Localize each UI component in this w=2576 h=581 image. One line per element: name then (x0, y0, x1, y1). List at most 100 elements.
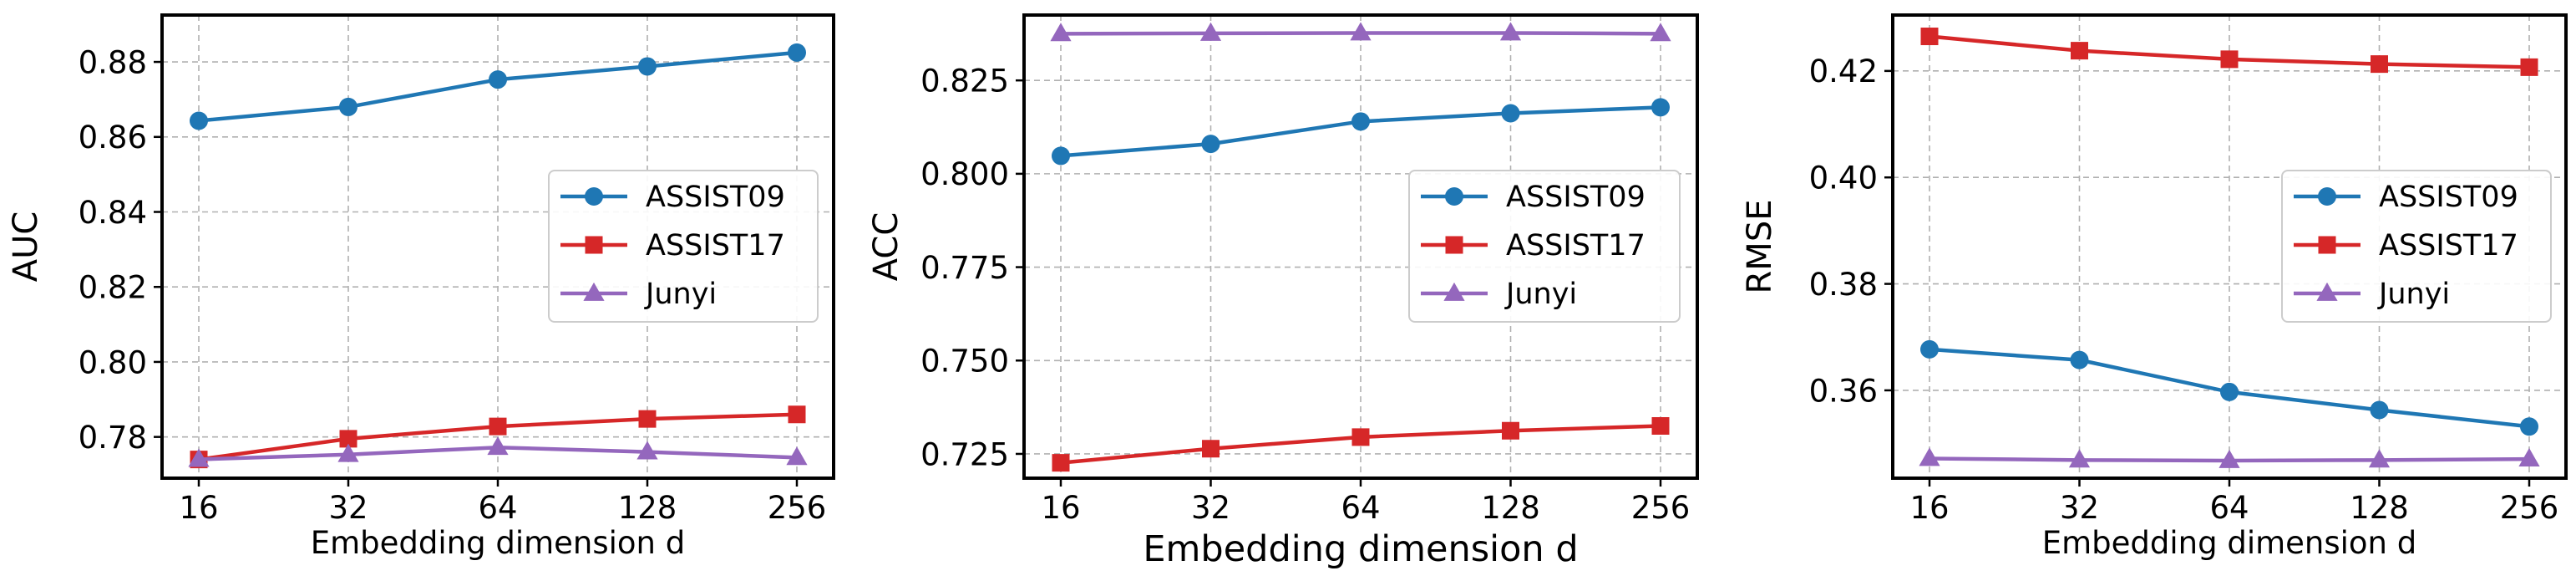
data-point-assist09 (2070, 350, 2089, 369)
legend-marker-assist09 (1445, 187, 1463, 206)
legend-label-assist09: ASSIST09 (646, 181, 785, 214)
data-point-junyi (2068, 449, 2091, 468)
y-tick-label: 0.84 (79, 195, 147, 231)
data-point-assist09 (489, 70, 507, 89)
legend-label-assist09: ASSIST09 (1506, 181, 1645, 214)
data-point-assist17 (2220, 50, 2239, 69)
data-point-assist17 (1502, 421, 1519, 440)
y-tick-label: 0.40 (1809, 161, 1878, 196)
legend-label-assist09: ASSIST09 (2379, 181, 2518, 214)
data-point-assist17 (339, 430, 357, 448)
data-point-junyi (1919, 447, 1940, 466)
x-axis-label: Embedding dimension d (311, 525, 686, 561)
legend-marker-junyi (1443, 282, 1465, 301)
data-point-assist17 (1202, 440, 1220, 458)
data-point-assist09 (638, 57, 657, 76)
panel-rmse: 0.36 0.38 0.40 0.42 16 32 64 128 256 Embedding di… (1741, 13, 2568, 561)
y-tick-label: 0.775 (920, 250, 1009, 286)
legend-label-assist17: ASSIST17 (1506, 229, 1645, 262)
data-point-junyi (188, 448, 210, 467)
data-point-assist09 (2220, 382, 2239, 401)
y-axis-label: ACC (867, 212, 905, 282)
data-point-assist17 (1052, 454, 1070, 472)
data-point-assist17 (788, 405, 806, 424)
y-tick-label: 0.82 (79, 270, 147, 306)
y-tick-label: 0.750 (920, 344, 1009, 380)
data-point-assist09 (1651, 98, 1670, 117)
plot-frame (1891, 13, 2568, 480)
data-point-junyi (337, 443, 359, 462)
x-axis-label: Embedding dimension d (1143, 528, 1578, 570)
data-point-assist09 (788, 43, 806, 62)
data-point-junyi (1350, 22, 1372, 41)
y-tick-label: 0.88 (79, 44, 147, 80)
y-tick-label: 0.725 (920, 436, 1009, 472)
data-point-assist09 (2520, 417, 2538, 436)
data-point-assist17 (2520, 58, 2538, 76)
x-tick-label: 16 (1909, 490, 1949, 526)
data-point-junyi (2368, 449, 2391, 468)
y-tick-label: 0.78 (79, 420, 147, 456)
data-point-assist09 (2370, 400, 2389, 420)
data-point-junyi (1050, 23, 1072, 42)
plot-frame (1022, 13, 1699, 480)
data-point-junyi (786, 446, 808, 466)
legend-marker-assist09 (2318, 187, 2336, 206)
panel-auc: 0.78 0.80 0.82 0.84 0.86 0.88 16 32 64 128 256 Embe… (7, 13, 835, 561)
x-tick-label: 32 (1191, 490, 1230, 526)
x-tick-label: 256 (2500, 490, 2559, 526)
data-point-junyi (487, 436, 509, 456)
legend: ASSIST09 ASSIST17 Junyi (1408, 170, 1681, 323)
legend-label-junyi: Junyi (1504, 278, 1577, 311)
x-tick-label: 32 (328, 490, 368, 526)
data-point-assist09 (1052, 146, 1070, 166)
legend-marker-junyi (583, 282, 605, 301)
legend: ASSIST09 ASSIST17 Junyi (2281, 170, 2552, 323)
y-tick-label: 0.80 (79, 344, 147, 380)
legend-label-assist17: ASSIST17 (646, 229, 785, 262)
data-point-junyi (2518, 447, 2540, 467)
x-tick-label: 256 (1631, 490, 1691, 526)
data-point-junyi (636, 441, 658, 460)
x-tick-label: 16 (179, 490, 218, 526)
legend-label-junyi: Junyi (644, 278, 717, 311)
legend-box (2281, 170, 2552, 323)
y-tick-label: 0.825 (920, 64, 1009, 99)
y-axis-label: AUC (7, 212, 45, 283)
data-point-assist09 (339, 97, 357, 116)
data-point-junyi (1499, 22, 1522, 41)
x-tick-label: 128 (1481, 490, 1540, 526)
data-point-assist17 (2071, 42, 2088, 60)
x-tick-label: 128 (2350, 490, 2409, 526)
x-tick-label: 128 (618, 490, 677, 526)
x-tick-label: 64 (478, 490, 517, 526)
data-point-assist09 (190, 111, 208, 130)
legend-marker-assist17 (2318, 236, 2336, 254)
legend-box (548, 170, 819, 323)
data-point-assist09 (1501, 104, 1520, 123)
y-tick-label: 0.86 (79, 120, 147, 155)
x-tick-label: 64 (2209, 490, 2249, 526)
y-tick-label: 0.800 (920, 156, 1009, 192)
data-point-assist17 (1920, 27, 1939, 45)
legend-marker-assist17 (585, 236, 603, 254)
legend: ASSIST09 ASSIST17 Junyi (548, 170, 819, 323)
data-point-assist17 (1351, 428, 1370, 446)
legend-marker-assist17 (1445, 236, 1463, 254)
x-tick-label: 256 (768, 490, 827, 526)
y-tick-label: 0.38 (1809, 267, 1878, 303)
legend-marker-assist09 (585, 187, 603, 206)
data-point-assist09 (1201, 135, 1220, 154)
data-point-assist17 (638, 410, 657, 428)
panel-acc: 0.725 0.750 0.775 0.800 0.825 16 32 64 128 256 Emb… (867, 13, 1699, 570)
data-point-junyi (1199, 22, 1222, 41)
y-tick-label: 0.42 (1809, 54, 1878, 89)
y-tick-label: 0.36 (1809, 373, 1878, 409)
plot-frame (160, 13, 835, 480)
x-tick-label: 64 (1341, 490, 1380, 526)
data-point-junyi (1650, 23, 1671, 42)
data-point-assist17 (489, 417, 507, 436)
legend-label-junyi: Junyi (2377, 278, 2450, 311)
x-axis-label: Embedding dimension d (2042, 525, 2417, 561)
